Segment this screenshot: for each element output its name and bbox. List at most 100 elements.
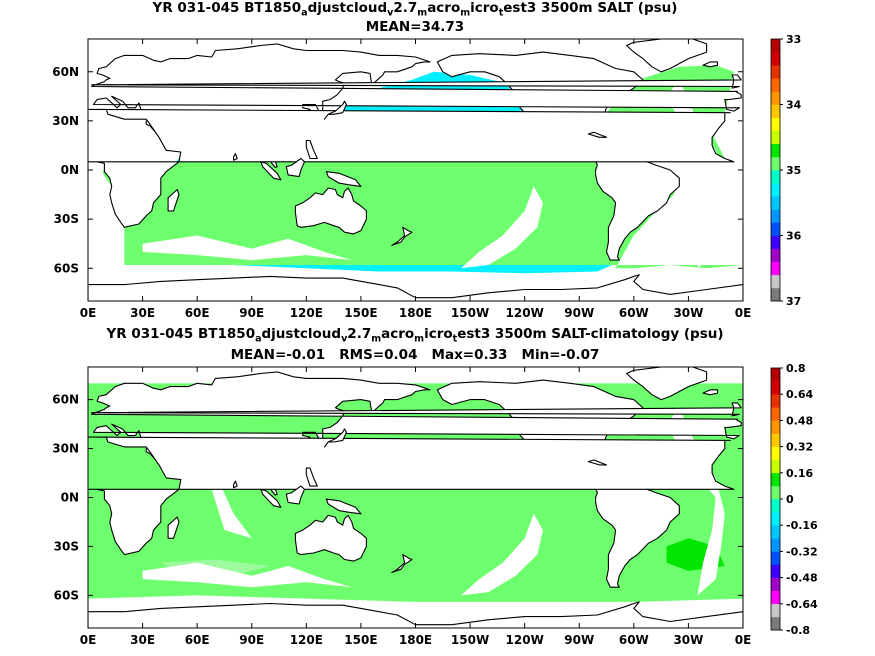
coastline-newguinea	[325, 498, 362, 515]
coastline-srilanka	[233, 153, 238, 161]
coastline-greenland	[626, 367, 708, 401]
pacific-ridge-gap-2	[461, 513, 543, 596]
x-tick-label: 120E	[290, 633, 323, 647]
y-tick-label: 0N	[61, 163, 79, 177]
x-tick-label: 90W	[564, 633, 594, 647]
coastline-australia	[294, 514, 367, 562]
panel2-map: 0E 30E 60E 90E 120E 150E 180E 150W 120W 90W 60W 30W…	[52, 366, 751, 647]
x-tick-label: 150E	[344, 633, 377, 647]
x-tick-label: 90W	[564, 306, 594, 320]
y-tick-label: 30N	[52, 114, 79, 128]
y-tick-label: 60S	[54, 588, 79, 602]
colorbar-swatch	[771, 104, 780, 118]
colorbar-swatch	[771, 446, 780, 460]
x-tick-label: 0E	[80, 306, 97, 320]
panel2-stats: MEAN=-0.01 RMS=0.04 Max=0.33 Min=-0.07	[230, 347, 600, 363]
coastline-cuba	[587, 459, 608, 466]
colorbar-label: -0.32	[786, 545, 818, 558]
x-tick-label: 30E	[130, 306, 155, 320]
midatlantic-gap-2	[666, 407, 725, 596]
colorbar-swatch	[771, 525, 780, 539]
colorbar-swatch	[771, 577, 780, 591]
coastline-madagascar	[167, 189, 180, 212]
x-tick-label: 120E	[290, 306, 323, 320]
coastline-uk	[91, 74, 742, 89]
x-tick-label: 150W	[451, 633, 489, 647]
colorbar-swatch	[771, 433, 780, 447]
colorbar-swatch	[771, 603, 780, 618]
colorbar-label: -0.64	[786, 598, 818, 611]
colorbar-swatch	[771, 196, 780, 210]
coastline-antarctica	[88, 274, 743, 301]
colorbar-label: 0.48	[786, 414, 813, 427]
colorbar-swatch	[771, 274, 780, 289]
x-tick-label: 120W	[506, 306, 544, 320]
colorbar-swatch	[771, 248, 780, 262]
colorbar-label: 0.16	[786, 467, 813, 480]
colorbar-label: 36	[786, 230, 802, 243]
colorbar-label: -0.8	[786, 624, 810, 637]
colorbar-swatch	[771, 78, 780, 92]
coastline-antarctica	[88, 601, 743, 628]
colorbar-swatch	[771, 485, 780, 500]
x-tick-label: 150W	[451, 306, 489, 320]
colorbar-swatch	[771, 616, 780, 631]
x-tick-label: 90E	[239, 306, 264, 320]
colorbar-swatch	[771, 222, 780, 236]
coastline-sumatra	[260, 161, 282, 181]
colorbar-swatch	[771, 472, 780, 487]
coastline-africa	[88, 436, 735, 556]
colorbar-swatch	[771, 209, 780, 223]
coastline-cuba	[587, 131, 608, 138]
panel2-colorbar: 0.8 0.64 0.48 0.32 0.16 0 -0.16 -0.32 -0.48 -0.64…	[770, 362, 818, 637]
colorbar-swatch	[771, 117, 780, 131]
pacific-ridge-gap	[461, 186, 543, 269]
coastline-uk	[91, 402, 742, 417]
colorbar-swatch	[771, 381, 780, 395]
colorbar-swatch	[771, 65, 780, 79]
coastline-iceland	[702, 61, 719, 68]
x-tick-label: 180E	[399, 306, 432, 320]
colorbar-label: -0.48	[786, 572, 818, 585]
panel1-title: YR 031-045 BT1850adjustcloudv2.7macromic…	[152, 0, 678, 19]
x-tick-label: 0E	[735, 306, 752, 320]
colorbar-swatch	[771, 261, 780, 276]
colorbar-swatch	[771, 590, 780, 605]
colorbar-swatch	[771, 407, 780, 421]
coastline-africa	[88, 108, 735, 228]
colorbar-label: 37	[786, 295, 801, 308]
colorbar-swatch	[771, 368, 780, 382]
panel1-stats: MEAN=34.73	[365, 19, 465, 35]
coastline-philippines	[305, 139, 318, 160]
midatlantic-gap	[666, 79, 725, 269]
coastline-japan	[323, 428, 347, 448]
colorbar-label: 0.32	[786, 441, 813, 454]
x-tick-label: 60E	[185, 306, 210, 320]
colorbar-swatch	[771, 459, 780, 474]
x-tick-label: 90E	[239, 633, 264, 647]
x-tick-label: 30W	[673, 633, 703, 647]
colorbar-swatch	[771, 130, 780, 145]
x-tick-label: 60E	[185, 633, 210, 647]
coastline-srilanka	[233, 480, 238, 489]
coastline-borneo	[285, 485, 306, 505]
colorbar-swatch	[771, 235, 780, 249]
colorbar-swatch	[771, 287, 780, 302]
coastline-madagascar	[167, 516, 180, 539]
colorbar-swatch	[771, 91, 780, 105]
colorbar-swatch	[771, 143, 780, 158]
y-tick-label: 30S	[54, 212, 79, 226]
colorbar-swatch	[771, 156, 780, 171]
coastline-japan	[323, 100, 347, 120]
y-tick-label: 60N	[52, 393, 79, 407]
x-tick-label: 60W	[619, 306, 649, 320]
southern-gap-2	[142, 562, 352, 588]
coastline-australia	[294, 187, 367, 235]
colorbar-swatch	[771, 183, 780, 197]
atlantic-fill	[102, 65, 743, 269]
x-tick-label: 30E	[130, 633, 155, 647]
panel1-colorbar: 33 34 35 36 37	[770, 33, 802, 308]
y-tick-label: 60S	[54, 261, 79, 275]
colorbar-label: -0.16	[786, 519, 818, 532]
panel1-map: 0E 30E 60E 90E 120E 150E 180E 150W 120W 90W 60W 30W…	[52, 38, 752, 320]
